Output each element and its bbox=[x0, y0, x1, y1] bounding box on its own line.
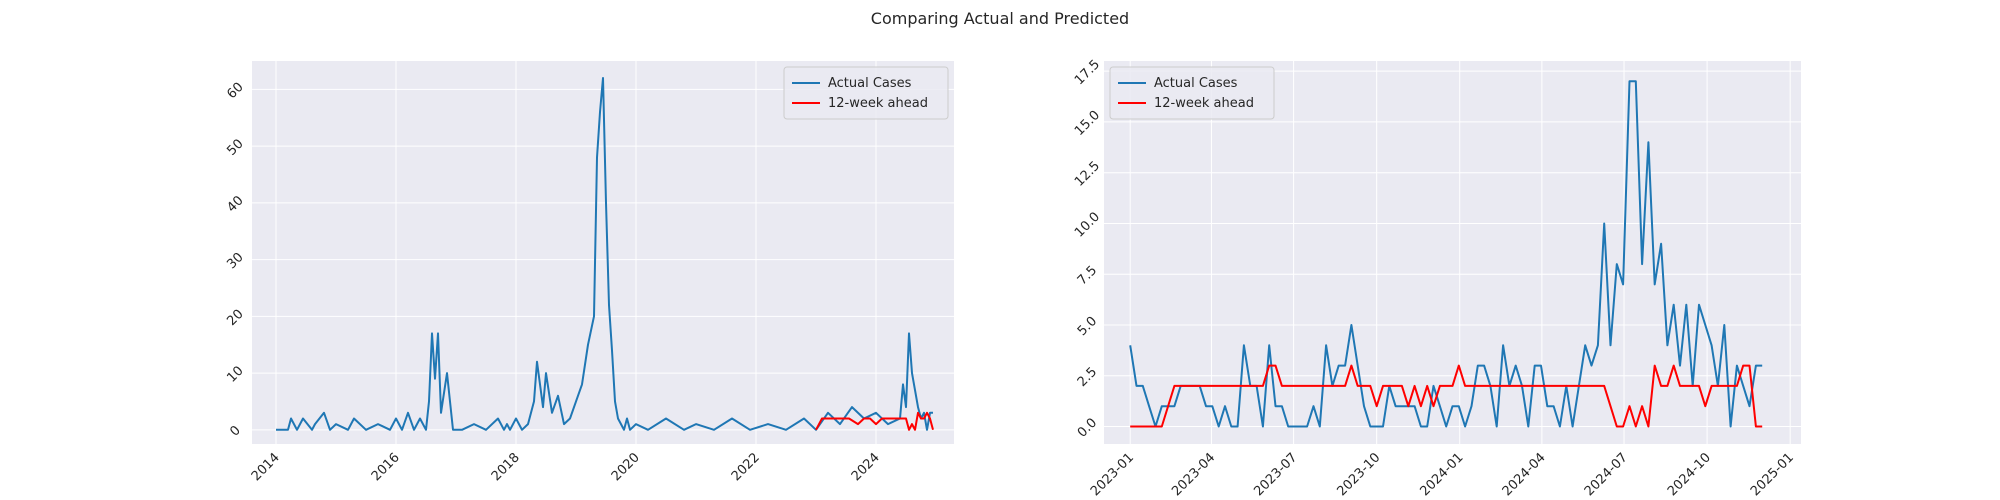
plot-area bbox=[252, 61, 954, 444]
y-tick-label: 12.5 bbox=[1072, 159, 1103, 190]
x-tick-label: 2024 bbox=[849, 450, 883, 484]
y-tick-label: 5.0 bbox=[1075, 314, 1100, 339]
y-tick-label: 30 bbox=[224, 250, 246, 272]
x-tick-label: 2023-10 bbox=[1334, 450, 1383, 499]
legend-label: Actual Cases bbox=[828, 76, 912, 91]
legend: Actual Cases 12-week ahead bbox=[783, 66, 949, 120]
y-tick-label: 0.0 bbox=[1075, 415, 1100, 440]
x-tick-label: 2024-07 bbox=[1582, 450, 1631, 499]
chart-left: 2014 2016 2018 2020 2022 2024 0 10 20 30 40 50 60 Act… bbox=[224, 61, 954, 484]
y-tick-label: 2.5 bbox=[1075, 365, 1100, 390]
y-tick-label: 40 bbox=[224, 193, 246, 215]
chart-right: 2023-01 2023-04 2023-07 2023-10 2024-01 2024-… bbox=[1072, 57, 1801, 499]
figure-title: Comparing Actual and Predicted bbox=[871, 9, 1129, 28]
x-tick-label: 2023-01 bbox=[1088, 450, 1137, 499]
y-tick-label: 60 bbox=[224, 80, 246, 102]
x-tick-label: 2024-10 bbox=[1665, 450, 1714, 499]
x-tick-label: 2014 bbox=[249, 450, 283, 484]
x-tick-label: 2023-07 bbox=[1251, 450, 1300, 499]
legend: Actual Cases 12-week ahead bbox=[1109, 66, 1275, 120]
legend-box bbox=[1109, 66, 1275, 120]
x-tick-label: 2020 bbox=[609, 450, 643, 484]
plot-area bbox=[1104, 61, 1801, 444]
y-tick-label: 10.0 bbox=[1072, 209, 1103, 240]
legend-label: Actual Cases bbox=[1154, 76, 1238, 91]
legend-label: 12-week ahead bbox=[828, 96, 928, 111]
series-line-12-week-ahead bbox=[815, 411, 934, 431]
series-line-actual-cases bbox=[1129, 80, 1763, 428]
series-line-12-week-ahead bbox=[1130, 364, 1763, 428]
x-tick-label: 2016 bbox=[369, 450, 403, 484]
legend-box bbox=[783, 66, 949, 120]
y-tick-label: 7.5 bbox=[1075, 263, 1100, 288]
x-tick-label: 2022 bbox=[729, 450, 763, 484]
y-tick-label: 20 bbox=[224, 307, 246, 329]
y-tick-label: 15.0 bbox=[1072, 108, 1103, 139]
x-tick-label: 2024-01 bbox=[1418, 450, 1467, 499]
x-tick-label: 2018 bbox=[489, 450, 523, 484]
x-tick-label: 2024-04 bbox=[1500, 450, 1549, 499]
y-tick-label: 50 bbox=[224, 136, 246, 158]
y-tick-label: 0 bbox=[227, 423, 243, 439]
y-tick-label: 10 bbox=[224, 363, 246, 385]
series-line-actual-cases bbox=[276, 77, 933, 431]
legend-label: 12-week ahead bbox=[1154, 96, 1254, 111]
x-tick-label: 2023-04 bbox=[1169, 450, 1218, 499]
x-tick-label: 2025-01 bbox=[1748, 450, 1797, 499]
y-tick-label: 17.5 bbox=[1072, 57, 1103, 88]
